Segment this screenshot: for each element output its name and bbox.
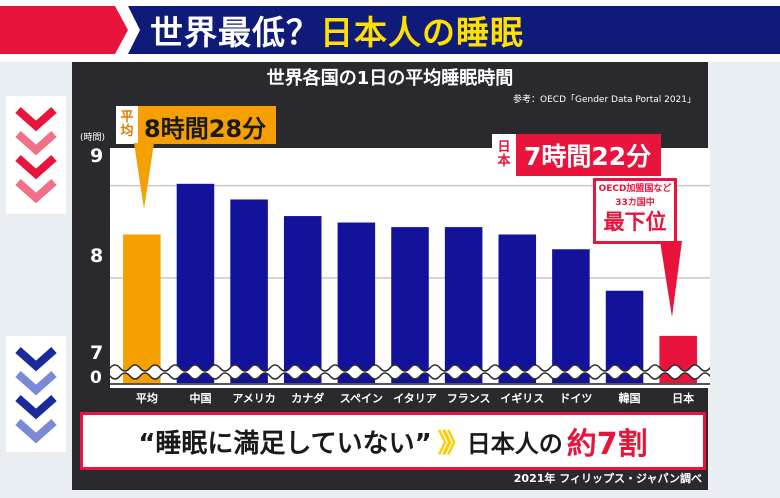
survey-banner: “睡眠に満足していない” 》》 日本人の 約7割 bbox=[80, 412, 706, 470]
rank-badge: OECD加盟国など 33カ国中 最下位 bbox=[593, 178, 677, 244]
bar-4 bbox=[337, 222, 376, 384]
bar-3 bbox=[283, 216, 322, 384]
footer-source: 2021年 フィリップス・ジャパン調べ bbox=[513, 472, 702, 485]
red-chevrons-panel bbox=[6, 96, 66, 214]
x-tick-label: ドイツ bbox=[559, 392, 593, 405]
y-tick-label: 0 bbox=[90, 368, 102, 388]
page-title: 世界最低？ 日本人の睡眠 bbox=[150, 6, 524, 54]
x-tick-label: 韓国 bbox=[618, 392, 641, 405]
title-bar-navy-block bbox=[128, 6, 780, 54]
rank-note-line2: 33カ国中 bbox=[615, 198, 655, 208]
chart-title: 世界各国の1日の平均睡眠時間 bbox=[266, 68, 514, 89]
x-tick-label: スペイン bbox=[339, 392, 383, 405]
bar-8 bbox=[552, 249, 590, 384]
bar-7 bbox=[498, 234, 537, 384]
bar-6 bbox=[444, 227, 483, 384]
x-tick-label: フランス bbox=[446, 392, 491, 405]
x-tick-label: 日本 bbox=[672, 392, 695, 405]
double-chevron-icon: 》》 bbox=[437, 428, 469, 459]
japan-callout-pointer bbox=[660, 241, 682, 317]
bar-5 bbox=[391, 227, 429, 384]
x-axis-labels: 平均 中国 アメリカ カナダ スペイン イタリア フランス イギリス ドイツ 韓国 日本 bbox=[115, 390, 705, 410]
bar-0 bbox=[123, 234, 161, 384]
bar-1 bbox=[176, 183, 215, 384]
chevron-down-icon bbox=[15, 107, 57, 204]
title-bar: 世界最低？ 日本人の睡眠 bbox=[0, 0, 780, 62]
average-callout: 平均 8時間28分 bbox=[116, 106, 277, 144]
banner-amount: 約7割 bbox=[566, 427, 648, 462]
y-tick-label: 8 bbox=[90, 245, 104, 267]
banner-subject: 日本人の bbox=[466, 429, 563, 458]
y-axis-unit: (時間) bbox=[80, 133, 106, 143]
japan-tag: 日本 bbox=[492, 134, 516, 176]
title-text-yellow: 日本人の睡眠 bbox=[320, 13, 524, 52]
axis-break bbox=[110, 364, 710, 380]
x-tick-label: アメリカ bbox=[232, 392, 276, 405]
rank-label: 最下位 bbox=[603, 210, 667, 234]
chart-source: 参考：OECD「Gender Data Portal 2021」 bbox=[513, 95, 696, 105]
x-tick-label: イギリス bbox=[500, 392, 545, 405]
title-bar-red-block bbox=[0, 6, 115, 54]
japan-callout: 日本 7時間22分 bbox=[492, 134, 662, 176]
average-tag: 平均 bbox=[116, 106, 138, 144]
y-tick-label: 7 bbox=[90, 342, 104, 364]
blue-chevrons-panel bbox=[6, 336, 66, 452]
chevron-right-icon bbox=[128, 6, 140, 54]
average-callout-pointer bbox=[134, 143, 154, 209]
x-tick-label: イタリア bbox=[393, 392, 437, 405]
y-tick-label: 9 bbox=[90, 145, 104, 167]
chevron-right-icon bbox=[115, 6, 128, 54]
bar-2 bbox=[230, 199, 268, 384]
banner-quote: “睡眠に満足していない” bbox=[138, 428, 432, 459]
x-tick-label: カナダ bbox=[291, 392, 325, 405]
japan-value: 7時間22分 bbox=[524, 142, 652, 171]
rank-note-line1: OECD加盟国など bbox=[598, 184, 672, 194]
x-tick-label: 平均 bbox=[135, 392, 158, 405]
title-text-white: 世界最低？ bbox=[150, 13, 320, 52]
chevron-down-icon bbox=[15, 347, 57, 444]
average-value: 8時間28分 bbox=[144, 114, 267, 143]
x-tick-label: 中国 bbox=[189, 392, 212, 405]
